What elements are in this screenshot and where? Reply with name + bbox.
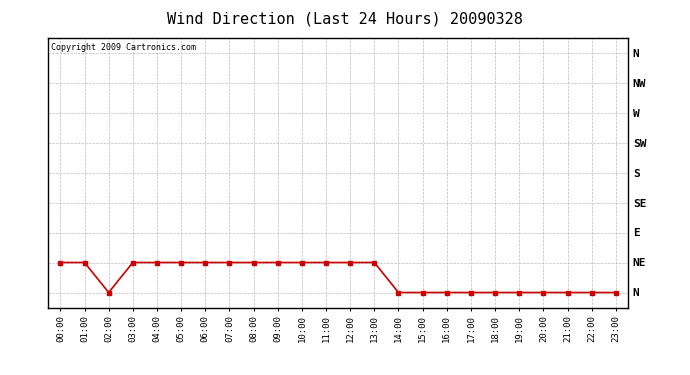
Text: Wind Direction (Last 24 Hours) 20090328: Wind Direction (Last 24 Hours) 20090328 bbox=[167, 11, 523, 26]
Text: Copyright 2009 Cartronics.com: Copyright 2009 Cartronics.com bbox=[51, 43, 196, 52]
